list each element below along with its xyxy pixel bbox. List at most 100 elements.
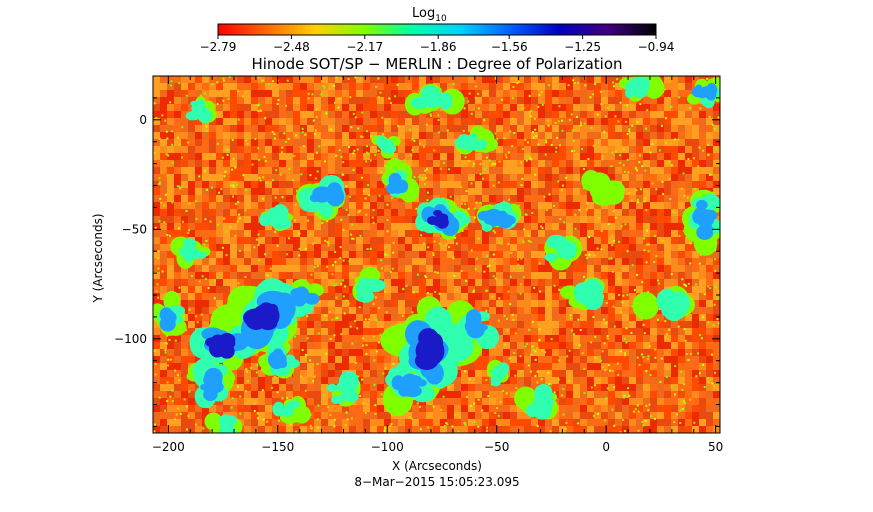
heatmap-speckle [262, 197, 265, 200]
heatmap-speckle [276, 391, 279, 394]
heatmap-cell [678, 363, 685, 370]
heatmap-cell [391, 104, 398, 111]
heatmap-cell [587, 146, 594, 153]
heatmap-speckle [511, 117, 514, 120]
heatmap-cell [265, 174, 272, 181]
heatmap-cell [216, 244, 223, 251]
heatmap-cell [517, 90, 524, 97]
heatmap-speckle [488, 264, 491, 267]
heatmap-cell [608, 349, 615, 356]
heatmap-cell [188, 391, 195, 398]
heatmap-speckle [271, 386, 274, 389]
heatmap-cell [293, 230, 300, 237]
heatmap-cell [349, 181, 356, 188]
heatmap-cell [664, 251, 671, 258]
heatmap-cell [552, 118, 559, 125]
heatmap-cell [524, 328, 531, 335]
heatmap-cell [678, 321, 685, 328]
heatmap-cell [342, 90, 349, 97]
heatmap-cell [398, 111, 405, 118]
heatmap-cell [202, 202, 209, 209]
heatmap-cell [552, 139, 559, 146]
heatmap-cell [650, 265, 657, 272]
heatmap-cell [384, 314, 391, 321]
heatmap-speckle [565, 421, 568, 424]
heatmap-cell [188, 76, 195, 83]
heatmap-cell [699, 118, 706, 125]
heatmap-cell [657, 230, 664, 237]
heatmap-cell [300, 167, 307, 174]
heatmap-cell [342, 258, 349, 265]
heatmap-cell [580, 139, 587, 146]
heatmap-cell [510, 412, 517, 419]
heatmap-cell [209, 90, 216, 97]
heatmap-cell [671, 426, 678, 433]
heatmap-speckle [665, 375, 668, 378]
heatmap-cell [538, 139, 545, 146]
heatmap-cell [468, 265, 475, 272]
heatmap-speckle [623, 170, 626, 173]
heatmap-cell [342, 363, 349, 370]
heatmap-cell [538, 104, 545, 111]
heatmap-cell [678, 419, 685, 426]
heatmap-cell [349, 265, 356, 272]
heatmap-cell [293, 384, 300, 391]
heatmap-cell [223, 405, 230, 412]
heatmap-cell [685, 76, 692, 83]
heatmap-speckle [561, 119, 564, 122]
heatmap-cell [629, 307, 636, 314]
heatmap-cell [356, 335, 363, 342]
heatmap-cell [181, 153, 188, 160]
heatmap-cell [314, 398, 321, 405]
heatmap-cell [342, 419, 349, 426]
heatmap-cell [377, 167, 384, 174]
heatmap-cell [454, 398, 461, 405]
heatmap-cell [370, 90, 377, 97]
heatmap-cell [160, 195, 167, 202]
heatmap-cell [482, 167, 489, 174]
heatmap-cell [664, 426, 671, 433]
heatmap-cell [636, 202, 643, 209]
heatmap-speckle [261, 389, 264, 392]
heatmap-cell [293, 76, 300, 83]
heatmap-cell [377, 111, 384, 118]
heatmap-cell [573, 118, 580, 125]
heatmap-cell [489, 125, 496, 132]
heatmap-cell [671, 195, 678, 202]
heatmap-cell [573, 419, 580, 426]
heatmap-cell [230, 202, 237, 209]
heatmap-cell [524, 237, 531, 244]
heatmap-cell [349, 174, 356, 181]
heatmap-cell [566, 118, 573, 125]
heatmap-cell [692, 342, 699, 349]
heatmap-cell [629, 216, 636, 223]
heatmap-speckle [577, 422, 580, 425]
heatmap-cell [419, 174, 426, 181]
heatmap-cell [412, 398, 419, 405]
colorbar [217, 23, 657, 36]
heatmap-cell [587, 426, 594, 433]
heatmap-cell [706, 426, 713, 433]
heatmap-cell [594, 223, 601, 230]
heatmap-cell [601, 342, 608, 349]
heatmap-cell [685, 118, 692, 125]
heatmap-cell [216, 132, 223, 139]
heatmap-cell [251, 139, 258, 146]
heatmap-cell [384, 419, 391, 426]
heatmap-cell [279, 90, 286, 97]
heatmap-cell [629, 251, 636, 258]
heatmap-cell [279, 188, 286, 195]
heatmap-cell [636, 279, 643, 286]
heatmap-cell [419, 153, 426, 160]
heatmap-cell [594, 104, 601, 111]
heatmap-cell [510, 153, 517, 160]
heatmap-cell [713, 153, 720, 160]
heatmap-cell [615, 209, 622, 216]
heatmap-cell [657, 279, 664, 286]
heatmap-cell [629, 111, 636, 118]
heatmap-cell [517, 97, 524, 104]
heatmap-speckle [689, 398, 692, 401]
heatmap-cell [482, 160, 489, 167]
heatmap-cell [286, 188, 293, 195]
heatmap-cell [692, 286, 699, 293]
